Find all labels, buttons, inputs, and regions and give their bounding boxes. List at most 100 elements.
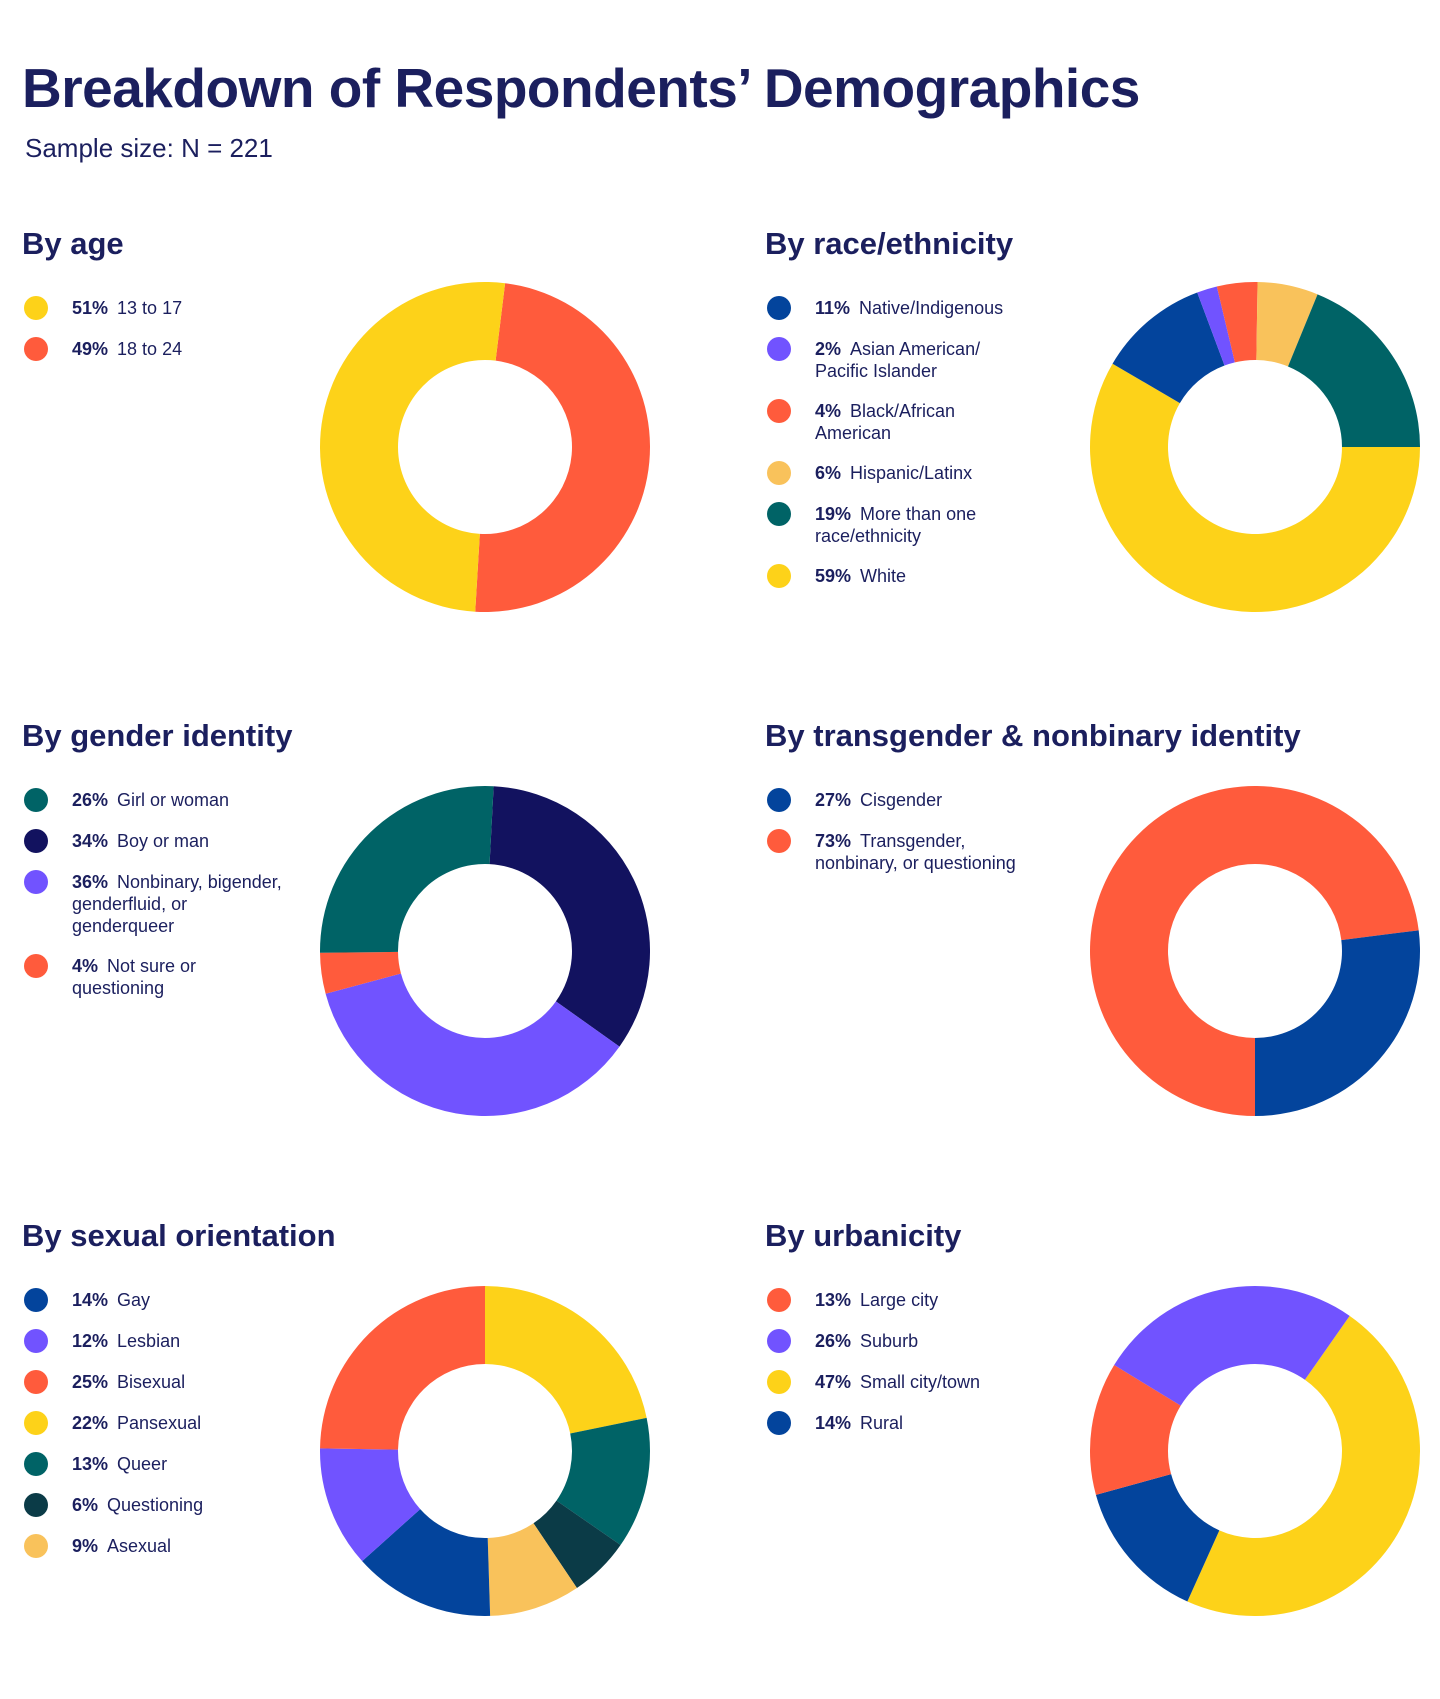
legend-text: 14% Gay: [72, 1288, 150, 1311]
slice-cisgender: [1255, 930, 1420, 1116]
legend-swatch: [24, 1493, 48, 1517]
legend-text: 47% Small city/town: [815, 1370, 980, 1393]
legend-swatch: [767, 1370, 791, 1394]
slice-hispanic-latinx: [1256, 282, 1318, 367]
panel-title: By urbanicity: [765, 1218, 962, 1253]
legend-text: 26% Girl or woman: [72, 788, 229, 811]
legend-label: Large city: [860, 1290, 939, 1310]
legend-swatch: [767, 829, 791, 853]
panel-title: By race/ethnicity: [765, 226, 1014, 261]
panel-race-ethnicity: By race/ethnicity 11% Native/Indigenous 2%…: [765, 226, 1440, 686]
legend-text: 27% Cisgender: [815, 788, 942, 811]
legend-percent: 6%: [72, 1495, 99, 1515]
legend-text: 26% Suburb: [815, 1329, 918, 1352]
legend: 27% Cisgender 73% Transgender, nonbinary, o…: [767, 788, 1067, 891]
slice-asexual: [487, 1523, 577, 1616]
panel-transgender-nonbinary: By transgender & nonbinary identity 27% C…: [765, 718, 1440, 1178]
donut-chart: [1090, 1286, 1420, 1616]
legend-swatch: [24, 1452, 48, 1476]
legend-text: 49% 18 to 24: [72, 337, 182, 360]
legend-text: 51% 13 to 17: [72, 296, 182, 319]
legend-percent: 26%: [815, 1331, 852, 1351]
legend-item-transgender-nonbinary-or-questioning: 73% Transgender, nonbinary, or questionin…: [767, 829, 1067, 874]
legend-text: 19% More than one race/ethnicity: [815, 502, 1025, 547]
legend-item-queer: 13% Queer: [24, 1452, 324, 1476]
legend-label: Transgender, nonbinary, or questioning: [815, 831, 1016, 873]
slice-girl-or-woman: [320, 786, 494, 953]
legend-swatch: [767, 1329, 791, 1353]
panel-title: By sexual orientation: [22, 1218, 336, 1253]
legend-percent: 27%: [815, 790, 852, 810]
panel-title: By age: [22, 226, 124, 261]
legend-item-not-sure-or-questioning: 4% Not sure or questioning: [24, 954, 324, 999]
legend-label: White: [860, 566, 907, 586]
panel-urbanicity: By urbanicity 13% Large city 26% Suburb 47% S…: [765, 1218, 1440, 1678]
slice-pansexual: [485, 1286, 647, 1434]
legend-label: More than one race/ethnicity: [815, 504, 977, 546]
panel-sexual-orientation: By sexual orientation 14% Gay 12% Lesbian 25…: [22, 1218, 742, 1678]
legend-swatch: [767, 399, 791, 423]
legend-text: 4% Not sure or questioning: [72, 954, 282, 999]
legend-swatch: [24, 296, 48, 320]
legend-percent: 12%: [72, 1331, 109, 1351]
legend-label: Native/Indigenous: [859, 298, 1004, 318]
legend-swatch: [24, 788, 48, 812]
legend-text: 11% Native/Indigenous: [815, 296, 1003, 319]
slice-boy-or-man: [489, 786, 650, 1047]
donut-chart: [1090, 282, 1420, 612]
legend-percent: 49%: [72, 339, 109, 359]
page-title: Breakdown of Respondents’ Demographics: [22, 57, 1140, 119]
slice-queer: [556, 1417, 650, 1546]
slice-not-sure-or-questioning: [320, 951, 401, 994]
slice-bisexual: [320, 1286, 485, 1450]
legend-swatch: [767, 564, 791, 588]
slice-questioning: [533, 1500, 621, 1589]
panel-title: By gender identity: [22, 718, 293, 753]
legend-swatch: [24, 1329, 48, 1353]
slice-gay: [362, 1509, 491, 1616]
legend-swatch: [767, 461, 791, 485]
legend-text: 36% Nonbinary, bigender, genderfluid, or …: [72, 870, 282, 937]
legend-label: Girl or woman: [117, 790, 230, 810]
legend-text: 12% Lesbian: [72, 1329, 180, 1352]
legend-label: Rural: [860, 1413, 904, 1433]
legend-swatch: [24, 337, 48, 361]
legend-item-native-indigenous: 11% Native/Indigenous: [767, 296, 1067, 320]
slice-large-city: [1090, 1365, 1181, 1495]
legend-label: Hispanic/Latinx: [850, 463, 973, 483]
panel-gender-identity: By gender identity 26% Girl or woman 34% Bo…: [22, 718, 742, 1178]
legend-item-small-city-town: 47% Small city/town: [767, 1370, 1067, 1394]
donut-chart: [320, 1286, 650, 1616]
legend-item-black-african-american: 4% Black/African American: [767, 399, 1067, 444]
panel-age: By age 51% 13 to 17 49% 18 to 24: [22, 226, 742, 686]
legend-item-white: 59% White: [767, 564, 1067, 588]
legend-item-hispanic-latinx: 6% Hispanic/Latinx: [767, 461, 1067, 485]
legend-percent: 9%: [72, 1536, 99, 1556]
legend-label: Queer: [117, 1454, 168, 1474]
legend: 13% Large city 26% Suburb 47% Small city/town…: [767, 1288, 1067, 1452]
legend-swatch: [24, 870, 48, 894]
legend-item-bisexual: 25% Bisexual: [24, 1370, 324, 1394]
legend-item-13-to-17: 51% 13 to 17: [24, 296, 324, 320]
legend-text: 34% Boy or man: [72, 829, 209, 852]
legend-percent: 4%: [815, 401, 842, 421]
slice-white: [1090, 363, 1420, 612]
legend-item-asexual: 9% Asexual: [24, 1534, 324, 1558]
legend-percent: 11%: [815, 298, 851, 318]
legend-swatch: [767, 788, 791, 812]
slice-black-african-american: [1216, 282, 1258, 363]
legend-label: Asexual: [107, 1536, 172, 1556]
slice-18-to-24: [475, 283, 650, 612]
legend-item-pansexual: 22% Pansexual: [24, 1411, 324, 1435]
legend: 51% 13 to 17 49% 18 to 24: [24, 296, 324, 378]
legend-item-suburb: 26% Suburb: [767, 1329, 1067, 1353]
legend-percent: 73%: [815, 831, 852, 851]
legend-item-more-than-one-race-ethnicity: 19% More than one race/ethnicity: [767, 502, 1067, 547]
legend-label: 18 to 24: [117, 339, 183, 359]
legend-percent: 19%: [815, 504, 852, 524]
legend-percent: 13%: [815, 1290, 852, 1310]
legend-label: Questioning: [107, 1495, 204, 1515]
legend-text: 6% Hispanic/Latinx: [815, 461, 972, 484]
legend-item-lesbian: 12% Lesbian: [24, 1329, 324, 1353]
legend-label: Nonbinary, bigender, genderfluid, or gen…: [72, 872, 282, 936]
